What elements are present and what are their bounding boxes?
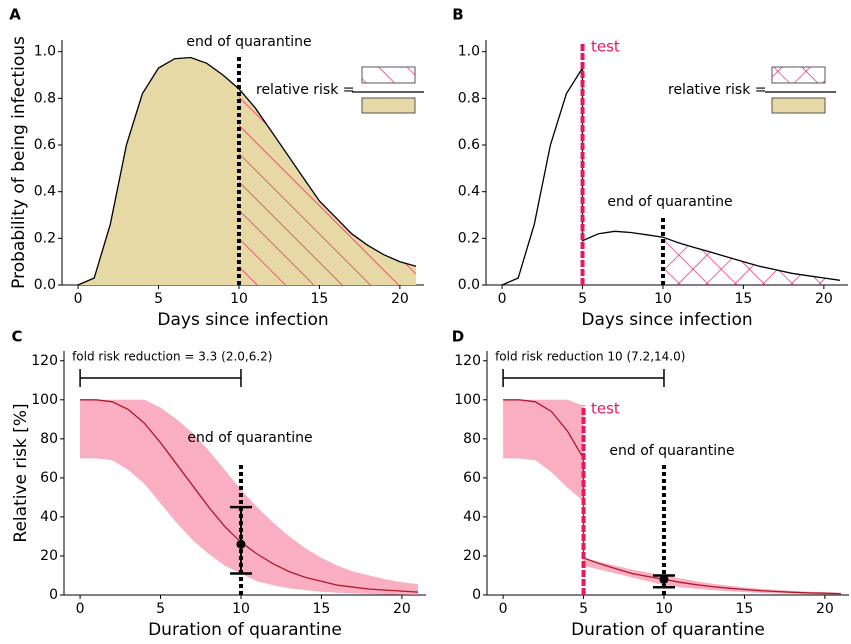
- hatch-region: [663, 237, 840, 285]
- line: [77, 56, 417, 286]
- legend-label: relative risk =: [256, 82, 355, 98]
- y-tick-label: 0.2: [458, 230, 480, 246]
- y-tick-label: 20: [463, 548, 481, 564]
- y-tick-label: 100: [454, 392, 481, 408]
- annotation: fold risk reduction = 3.3 (2.0,6.2): [72, 350, 272, 364]
- x-axis-label: Duration of quarantine: [571, 620, 765, 640]
- x-tick-label: 5: [154, 291, 163, 307]
- y-tick-label: 0.6: [34, 137, 56, 153]
- line: [80, 399, 419, 593]
- y-axis-label: Relative risk [%]: [11, 403, 31, 542]
- hatch-region: [239, 89, 416, 285]
- point: [659, 574, 669, 584]
- x-tick-label: 0: [498, 291, 507, 307]
- panel-letter: A: [9, 6, 21, 24]
- y-tick-label: 0.4: [34, 184, 56, 200]
- x-tick-label: 20: [393, 601, 411, 617]
- legend-hatch-fill: [361, 66, 416, 84]
- y-tick-label: 40: [463, 509, 481, 525]
- x-tick-label: 10: [655, 601, 673, 617]
- x-tick-label: 10: [232, 601, 250, 617]
- y-tick-label: 0.8: [458, 90, 480, 106]
- y-axis-label: Probability of being infectious: [9, 36, 29, 289]
- y-tick-label: 60: [40, 470, 58, 486]
- x-tick-label: 20: [816, 601, 834, 617]
- line: [501, 65, 841, 286]
- y-tick-label: 0.2: [34, 230, 56, 246]
- y-tick-label: 80: [40, 431, 58, 447]
- y-tick-label: 0.6: [458, 137, 480, 153]
- confidence-band: [503, 399, 841, 595]
- marker-label: test: [591, 400, 620, 418]
- x-tick-label: 15: [311, 291, 329, 307]
- x-tick-label: 5: [156, 601, 165, 617]
- y-tick-label: 20: [40, 548, 58, 564]
- x-tick-label: 0: [499, 601, 508, 617]
- y-tick-label: 0: [472, 587, 481, 603]
- x-tick-label: 15: [736, 601, 754, 617]
- x-tick-label: 10: [654, 291, 672, 307]
- y-tick-label: 120: [31, 353, 58, 369]
- y-tick-label: 0.8: [34, 90, 56, 106]
- legend-hatch-fill: [771, 66, 826, 84]
- y-tick-label: 0.0: [34, 277, 56, 293]
- y-tick-label: 0: [49, 587, 58, 603]
- x-axis-label: Days since infection: [581, 310, 752, 330]
- y-tick-label: 0.0: [458, 277, 480, 293]
- y-tick-label: 1.0: [458, 44, 480, 60]
- marker-label: end of quarantine: [187, 430, 312, 446]
- annotation: fold risk reduction 10 (7.2,14.0): [495, 350, 685, 364]
- legend-fill: [771, 97, 826, 114]
- x-tick-label: 5: [579, 601, 588, 617]
- x-tick-label: 0: [76, 601, 85, 617]
- y-tick-label: 0.4: [458, 184, 480, 200]
- panel-letter: D: [452, 328, 464, 346]
- marker-label: test: [591, 38, 620, 56]
- y-tick-label: 120: [454, 353, 481, 369]
- marker-label: end of quarantine: [186, 34, 311, 50]
- marker-label: end of quarantine: [609, 443, 734, 459]
- point: [236, 539, 246, 549]
- x-tick-label: 15: [313, 601, 331, 617]
- y-tick-label: 60: [463, 470, 481, 486]
- x-tick-label: 15: [735, 291, 753, 307]
- legend-fill: [361, 97, 416, 114]
- x-tick-label: 20: [815, 291, 833, 307]
- y-tick-label: 1.0: [34, 44, 56, 60]
- y-tick-label: 100: [31, 392, 58, 408]
- y-tick-label: 40: [40, 509, 58, 525]
- panel-letter: B: [452, 6, 463, 24]
- marker-label: end of quarantine: [607, 194, 732, 210]
- x-axis-label: Duration of quarantine: [148, 620, 342, 640]
- y-tick-label: 80: [463, 431, 481, 447]
- x-tick-label: 20: [391, 291, 409, 307]
- x-tick-label: 0: [74, 291, 83, 307]
- legend-label: relative risk =: [668, 82, 767, 98]
- panel-letter: C: [11, 328, 22, 346]
- x-tick-label: 5: [578, 291, 587, 307]
- x-axis-label: Days since infection: [157, 310, 328, 330]
- x-tick-label: 10: [230, 291, 248, 307]
